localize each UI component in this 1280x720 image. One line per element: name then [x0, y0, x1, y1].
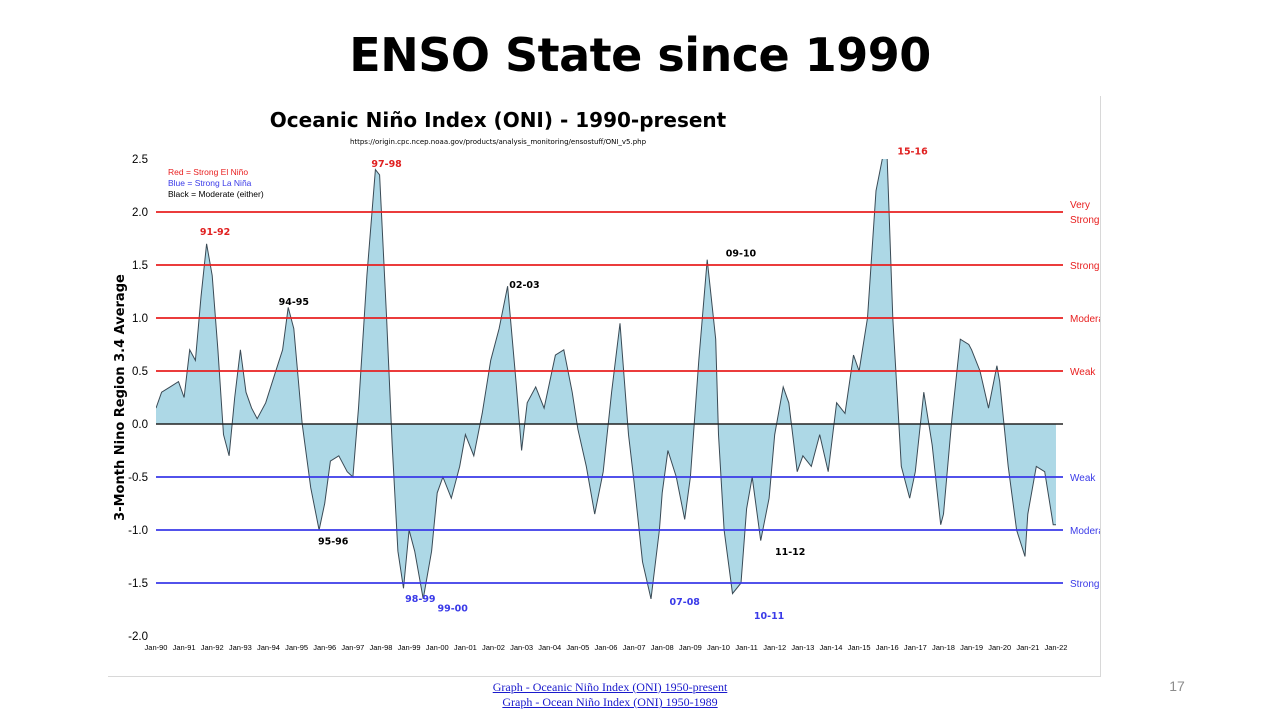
oni-1950-1989-link[interactable]: Graph - Ocean Niño Index (ONI) 1950-1989	[502, 695, 718, 709]
x-tick-label: Jan-93	[229, 643, 252, 652]
x-tick-label: Jan-98	[370, 643, 393, 652]
x-tick-label: Jan-99	[398, 643, 421, 652]
y-tick-label: 0.0	[132, 419, 148, 431]
x-tick-label: Jan-00	[426, 643, 449, 652]
x-tick-label: Jan-04	[538, 643, 561, 652]
y-tick-label: 0.5	[132, 366, 148, 378]
x-tick-label: Jan-16	[876, 643, 899, 652]
x-tick-label: Jan-90	[145, 643, 168, 652]
x-tick-label: Jan-17	[904, 643, 927, 652]
el-nino-moderate-label: Moderate	[1070, 314, 1100, 325]
x-tick-label: Jan-05	[566, 643, 589, 652]
legend-entry: Black = Moderate (either)	[168, 189, 264, 199]
event-label: 99-00	[438, 603, 469, 614]
y-tick-label: 2.0	[132, 207, 148, 219]
la-nina-moderate-label: Moderate	[1070, 526, 1100, 537]
la-nina-strong-label: Strong	[1070, 579, 1099, 590]
x-tick-label: Jan-09	[679, 643, 702, 652]
event-label: 91-92	[200, 227, 230, 238]
chart-title: Oceanic Niño Index (ONI) - 1990-present	[270, 108, 727, 132]
x-tick-label: Jan-15	[848, 643, 871, 652]
x-tick-label: Jan-92	[201, 643, 224, 652]
oni-area	[156, 159, 1056, 599]
x-tick-label: Jan-91	[173, 643, 196, 652]
x-tick-label: Jan-95	[285, 643, 308, 652]
x-tick-label: Jan-94	[257, 643, 280, 652]
event-label: 97-98	[371, 159, 402, 170]
el-nino-strong-label: Strong	[1070, 261, 1099, 272]
event-label: 07-08	[670, 597, 701, 608]
event-label: 15-16	[897, 147, 928, 158]
x-tick-label: Jan-11	[735, 643, 757, 652]
graph-links: Graph - Oceanic Niño Index (ONI) 1950-pr…	[0, 680, 1220, 710]
el-nino-very-strong-label: Very	[1070, 200, 1090, 211]
event-label: 10-11	[754, 611, 784, 622]
chart-frame: Oceanic Niño Index (ONI) - 1990-present h…	[108, 96, 1101, 677]
x-tick-label: Jan-21	[1016, 643, 1039, 652]
legend-entry: Red = Strong El Niño	[168, 167, 248, 177]
oni-chart: Oceanic Niño Index (ONI) - 1990-present h…	[113, 108, 1100, 652]
el-nino-very-strong-label: Strong	[1070, 215, 1099, 226]
el-nino-weak-label: Weak	[1070, 367, 1096, 378]
x-tick-label: Jan-22	[1045, 643, 1068, 652]
y-tick-label: 1.5	[132, 260, 148, 272]
x-tick-label: Jan-19	[960, 643, 983, 652]
slide-number: 17	[1169, 678, 1185, 694]
y-tick-label: -0.5	[128, 472, 148, 484]
y-tick-label: -2.0	[128, 631, 148, 643]
x-tick-label: Jan-01	[454, 643, 477, 652]
event-label: 98-99	[405, 594, 435, 605]
y-tick-label: -1.5	[128, 578, 148, 590]
x-tick-label: Jan-97	[341, 643, 364, 652]
x-tick-label: Jan-03	[510, 643, 533, 652]
oni-1950-present-link[interactable]: Graph - Oceanic Niño Index (ONI) 1950-pr…	[492, 680, 728, 694]
x-tick-label: Jan-06	[595, 643, 618, 652]
event-label: 09-10	[726, 248, 757, 259]
x-tick-label: Jan-13	[791, 643, 814, 652]
oni-line	[156, 159, 1056, 600]
slide-title: ENSO State since 1990	[349, 28, 931, 82]
x-tick-label: Jan-20	[988, 643, 1011, 652]
y-tick-label: 1.0	[132, 313, 148, 325]
legend-entry: Blue = Strong La Niña	[168, 178, 252, 188]
y-axis-label: 3-Month Nino Region 3.4 Average	[113, 274, 128, 521]
event-label: 11-12	[775, 547, 805, 558]
chart-subtitle: https://origin.cpc.ncep.noaa.gov/product…	[350, 138, 647, 146]
la-nina-weak-label: Weak	[1070, 473, 1096, 484]
x-tick-label: Jan-18	[932, 643, 955, 652]
event-label: 95-96	[318, 537, 349, 548]
event-label: 02-03	[509, 280, 539, 291]
x-tick-label: Jan-07	[623, 643, 646, 652]
y-tick-label: -1.0	[128, 525, 148, 537]
y-tick-label: 2.5	[132, 154, 148, 166]
x-tick-label: Jan-10	[707, 643, 730, 652]
x-tick-label: Jan-08	[651, 643, 674, 652]
x-tick-label: Jan-96	[313, 643, 336, 652]
x-tick-label: Jan-02	[482, 643, 505, 652]
event-label: 94-95	[279, 297, 309, 308]
x-tick-label: Jan-12	[763, 643, 786, 652]
x-tick-label: Jan-14	[820, 643, 843, 652]
